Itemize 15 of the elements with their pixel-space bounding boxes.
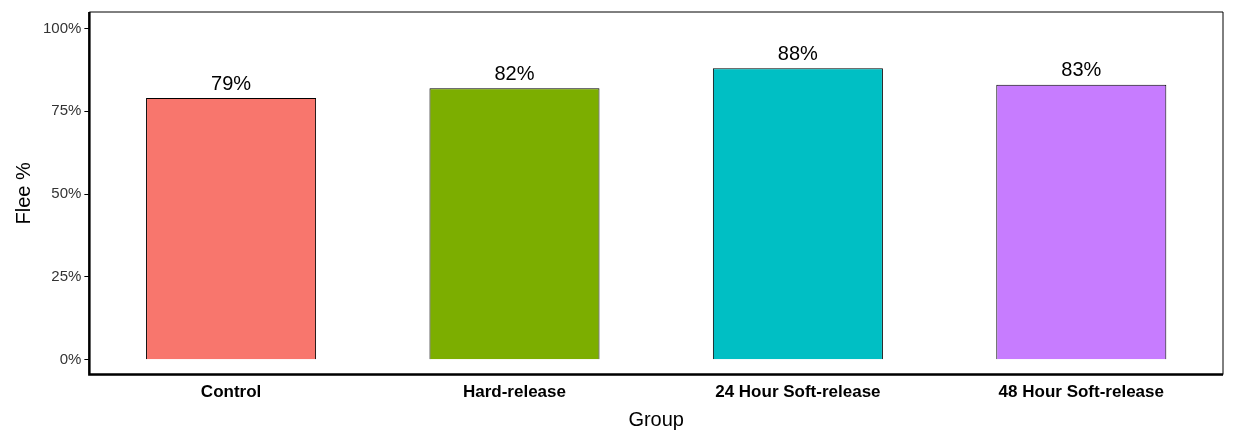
y-tick-label: 50% <box>51 184 82 202</box>
y-tick-label: 100% <box>42 18 82 36</box>
y-tick-label: 75% <box>51 101 82 119</box>
x-tick-label: Hard-release <box>462 382 566 402</box>
data-label: 88% <box>777 41 819 64</box>
x-tick-label: Control <box>200 382 262 402</box>
data-label: 83% <box>1061 58 1102 81</box>
data-label: 79% <box>211 71 252 94</box>
data-label: 82% <box>494 61 535 84</box>
x-tick-label: 24 Hour Soft-release <box>715 382 881 402</box>
y-tick-label: 25% <box>51 267 82 285</box>
x-tick-label: 48 Hour Soft-release <box>998 382 1164 402</box>
y-tick-label: 0% <box>59 349 82 367</box>
y-axis-title: Flee % <box>11 161 34 225</box>
x-axis-title: Group <box>628 407 684 430</box>
